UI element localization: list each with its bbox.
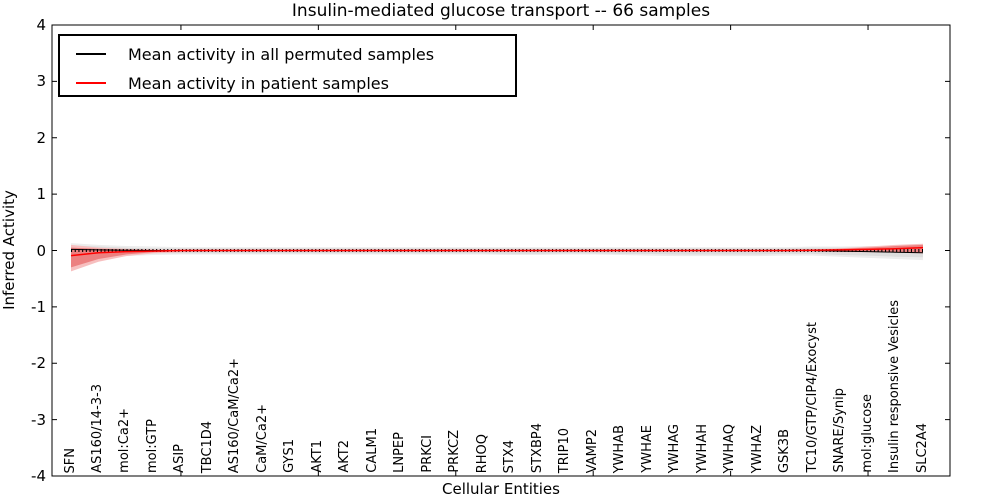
x-axis-title: Cellular Entities: [442, 480, 560, 498]
x-category-label: SFN: [62, 447, 78, 473]
series-line-patient: [70, 246, 924, 257]
x-category-label: CaM/Ca2+: [254, 404, 270, 473]
x-category-label: VAMP2: [584, 428, 600, 473]
y-tick-label: -1: [31, 297, 46, 316]
x-category-label: SNARE/Synip: [832, 388, 848, 473]
x-category-label: AS160/14-3-3: [89, 384, 105, 473]
x-category-label: CALM1: [364, 428, 380, 473]
x-category-label: YWHAE: [639, 425, 655, 473]
x-category-label: LNPEP: [392, 432, 408, 473]
y-tick-label: 2: [36, 128, 46, 147]
y-tick-label: 4: [36, 16, 46, 34]
x-category-label: STX4: [502, 439, 518, 473]
y-tick-label: -3: [31, 410, 46, 429]
y-axis-title: Inferred Activity: [0, 190, 18, 310]
y-tick-label: -4: [31, 467, 46, 485]
x-category-label: YWHAZ: [749, 424, 765, 473]
x-category-label: mol:Ca2+: [117, 408, 133, 473]
legend-entry-permuted: Mean activity in all permuted samples: [60, 40, 515, 68]
x-category-label: TBC1D4: [199, 420, 215, 473]
chart-title: Insulin-mediated glucose transport -- 66…: [291, 1, 711, 21]
x-category-label: ASIP: [172, 444, 188, 473]
x-category-label: TC10/GTP/CIP4/Exocyst: [804, 322, 820, 473]
y-tick-label: 0: [36, 241, 46, 260]
legend-line-sample-patient: [76, 82, 106, 84]
x-category-label: PRKCI: [419, 435, 435, 473]
legend-entry-patient: Mean activity in patient samples: [60, 69, 515, 97]
y-tick-label: -2: [31, 354, 46, 373]
legend-label: Mean activity in all permuted samples: [128, 44, 435, 64]
x-category-label: AS160/CaM/Ca2+: [227, 357, 243, 473]
x-category-label: mol:glucose: [859, 394, 875, 473]
x-category-label: mol:GTP: [144, 419, 160, 473]
x-category-label: SLC2A4: [914, 422, 930, 473]
x-category-label: AKT2: [337, 440, 353, 473]
x-category-label: GSK3B: [777, 428, 793, 473]
y-tick-label: 3: [36, 72, 46, 91]
y-tick-label: 1: [36, 185, 46, 204]
legend-label: Mean activity in patient samples: [128, 73, 389, 93]
x-category-label: TRIP10: [557, 427, 573, 473]
x-category-label: YWHAQ: [722, 423, 738, 473]
legend-line-sample-permuted: [76, 53, 106, 55]
x-category-label: YWHAB: [612, 424, 628, 473]
x-category-label: Insulin responsive Vesicles: [887, 300, 903, 473]
x-category-label: AKT1: [309, 440, 325, 473]
x-category-label: GYS1: [282, 439, 298, 473]
legend-box: Mean activity in all permuted samples Me…: [58, 34, 517, 97]
x-category-label: YWHAH: [694, 423, 710, 473]
x-category-label: RHOQ: [474, 433, 490, 473]
x-category-label: PRKCZ: [447, 430, 463, 473]
x-category-label: YWHAG: [667, 423, 683, 473]
x-category-label: STXBP4: [529, 422, 545, 473]
